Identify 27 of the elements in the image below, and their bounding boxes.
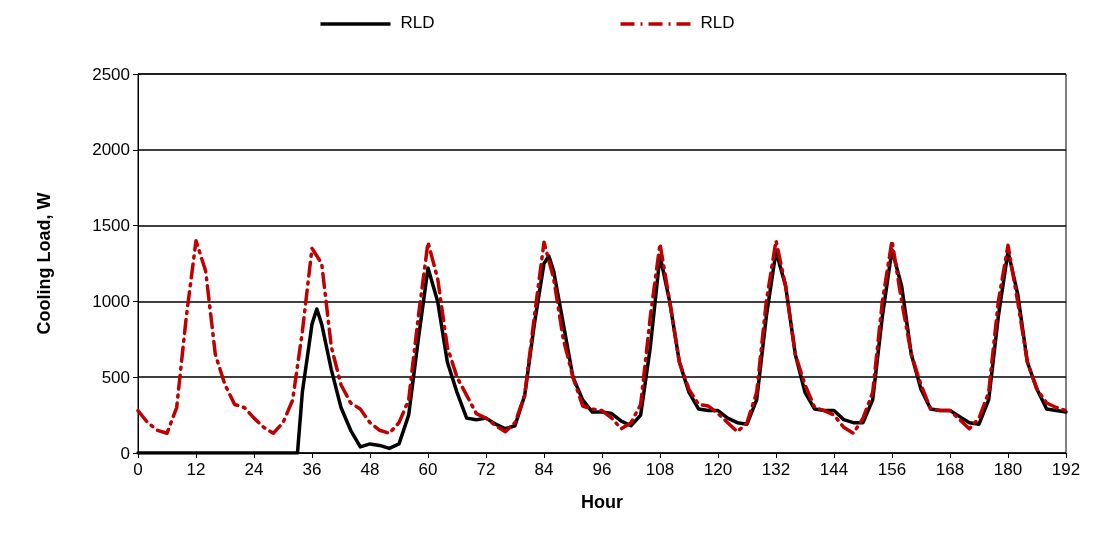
y-tick-label: 1000	[92, 291, 130, 311]
y-axis-title: Cooling Load, W	[34, 192, 54, 335]
y-tick-label: 1500	[92, 216, 130, 236]
x-tick-label: 168	[935, 460, 965, 479]
x-tick-label: 156	[877, 460, 907, 479]
x-tick-label: 180	[993, 460, 1023, 479]
y-tick-label: 2000	[92, 140, 130, 160]
x-tick-label: 0	[133, 460, 143, 479]
x-tick-label: 48	[360, 460, 380, 479]
x-tick-label: 108	[645, 460, 675, 479]
x-tick-label: 144	[819, 460, 849, 479]
x-tick-label: 24	[244, 460, 264, 479]
legend-label: RLD	[400, 13, 435, 32]
x-tick-label: 60	[418, 460, 438, 479]
x-tick-label: 84	[534, 460, 554, 479]
x-tick-label: 96	[592, 460, 612, 479]
x-tick-label: 120	[703, 460, 733, 479]
x-tick-label: 72	[476, 460, 496, 479]
y-tick-label: 0	[120, 443, 130, 463]
x-tick-label: 12	[186, 460, 206, 479]
x-tick-label: 36	[302, 460, 322, 479]
legend-label: RLD	[700, 13, 735, 32]
y-tick-label: 2500	[92, 64, 130, 84]
x-tick-label: 192	[1051, 460, 1081, 479]
x-axis-title: Hour	[581, 492, 623, 512]
x-tick-label: 132	[761, 460, 791, 479]
y-tick-label: 500	[101, 367, 130, 387]
